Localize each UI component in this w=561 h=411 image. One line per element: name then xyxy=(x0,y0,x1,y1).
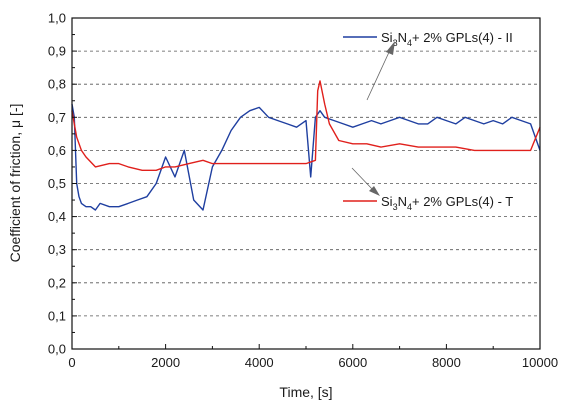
y-tick-label: 0,5 xyxy=(48,176,66,191)
grid-lines xyxy=(72,50,540,317)
series-line-1 xyxy=(71,103,541,211)
y-tick-label: 0,7 xyxy=(48,110,66,125)
legend-label-series-1: Si3N4+ 2% GPLs(4) - II xyxy=(381,30,513,48)
x-tick-label: 0 xyxy=(68,355,75,370)
y-tick-label: 0,2 xyxy=(48,275,66,290)
legend-arrow-series-1 xyxy=(366,49,391,101)
series-line-2 xyxy=(71,80,541,172)
y-tick-label: 0,3 xyxy=(48,242,66,257)
legend-arrowhead-series-1 xyxy=(386,41,395,55)
tick-labels: 0,0 0,1 0,2 0,3 0,4 0,5 0,6 0,7 0,8 0,9 1,0 0 2000 40… xyxy=(48,11,558,371)
y-tick-label: 0,0 xyxy=(48,342,66,357)
x-tick-label: 6000 xyxy=(338,355,367,370)
ticks xyxy=(71,17,541,350)
x-tick-label: 10000 xyxy=(522,355,558,370)
legend-arrowhead-series-2 xyxy=(369,186,380,196)
y-tick-label: 0,9 xyxy=(48,44,66,59)
y-tick-label: 0,4 xyxy=(48,209,66,224)
y-tick-label: 0,8 xyxy=(48,77,66,92)
x-tick-label: 4000 xyxy=(245,355,274,370)
x-tick-label: 8000 xyxy=(432,355,461,370)
legend-arrow-series-2 xyxy=(351,167,375,192)
y-tick-label: 0,6 xyxy=(48,143,66,158)
x-axis-title: Time, [s] xyxy=(279,384,332,400)
x-tick-label: 2000 xyxy=(151,355,180,370)
y-tick-label: 0,1 xyxy=(48,308,66,323)
legend-label-series-2: Si3N4+ 2% GPLs(4) - T xyxy=(381,194,513,212)
y-tick-label: 1,0 xyxy=(48,11,66,26)
legend-entry-series-1: Si3N4+ 2% GPLs(4) - II xyxy=(343,30,513,101)
legend-entry-series-2: Si3N4+ 2% GPLs(4) - T xyxy=(343,167,513,212)
y-axis-title: Coefficient of friction, μ [-] xyxy=(7,104,23,263)
series-lines xyxy=(71,80,541,211)
